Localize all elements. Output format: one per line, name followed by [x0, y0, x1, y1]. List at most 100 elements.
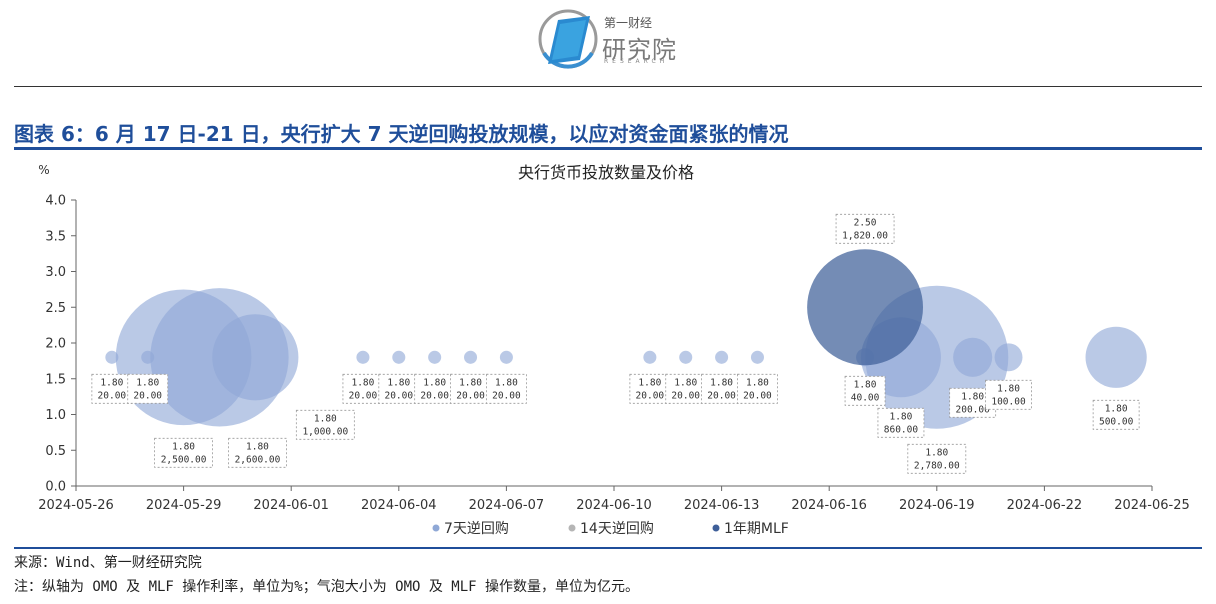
data-label-amount: 20.00 [384, 390, 413, 401]
data-label: 1.80 1,000.00 [295, 409, 355, 440]
data-label-amount: 20.00 [743, 390, 772, 401]
x-tick-label: 2024-06-19 [899, 498, 975, 513]
bubble-point [994, 343, 1023, 372]
x-tick-label: 2024-06-22 [1007, 498, 1083, 513]
bubble-point [750, 350, 764, 364]
x-tick-label: 2024-06-07 [469, 498, 545, 513]
data-label: 1.80 2,500.00 [154, 437, 214, 468]
data-label: 1.80 20.00 [342, 373, 384, 404]
data-label-box [450, 373, 491, 404]
y-tick-label: 2.0 [45, 337, 66, 352]
data-label: 1.80 860.00 [877, 407, 925, 438]
data-label-rate: 1.80 [459, 377, 482, 388]
legend-label: 7天逆回购 [444, 521, 509, 537]
y-tick-label: 4.0 [45, 194, 66, 209]
data-label: 1.80 20.00 [701, 373, 742, 404]
data-label-amount: 2,600.00 [235, 454, 281, 465]
research-institute-logo [538, 8, 688, 70]
data-label-amount: 20.00 [671, 390, 700, 401]
data-label-box [844, 375, 886, 406]
figure-title: 图表 6：6 月 17 日-21 日，央行扩大 7 天逆回购投放规模，以应对资金… [14, 122, 789, 146]
data-label: 1.80 2,780.00 [907, 443, 967, 474]
legend-marker [432, 524, 440, 532]
data-label-amount: 100.00 [991, 396, 1026, 407]
footnote: 注：纵轴为 OMO 及 MLF 操作利率，单位为%；气泡大小为 OMO 及 ML… [14, 579, 640, 595]
data-label-rate: 1.80 [246, 441, 269, 452]
data-label-rate: 1.80 [854, 379, 877, 390]
bubble-point [464, 350, 478, 364]
y-axis-unit: % [38, 163, 49, 177]
data-label-rate: 1.80 [136, 377, 159, 388]
data-label: 1.80 20.00 [127, 373, 169, 404]
data-label-rate: 1.80 [423, 377, 446, 388]
data-label: 1.80 100.00 [985, 379, 1032, 410]
data-label: 2.50 1,820.00 [835, 213, 895, 244]
data-label-rate: 1.80 [314, 413, 337, 424]
x-tick-label: 2024-06-10 [576, 498, 652, 513]
data-label-rate: 1.80 [351, 377, 374, 388]
title-divider [14, 147, 1202, 150]
data-label-amount: 20.00 [707, 390, 736, 401]
data-label-box [835, 213, 895, 244]
x-tick-label: 2024-05-26 [38, 498, 114, 513]
data-label-box [91, 373, 133, 404]
data-label-box [907, 443, 967, 474]
report-header: 第一财经 研究院 RESEARCH [0, 0, 1216, 90]
data-label-amount: 1,820.00 [842, 230, 888, 241]
y-tick-label: 0.5 [45, 444, 66, 459]
data-label-rate: 1.80 [925, 447, 948, 458]
logo-sub-text: RESEARCH [604, 58, 669, 65]
data-label-box [877, 407, 925, 438]
x-tick-label: 2024-06-13 [684, 498, 760, 513]
y-tick-label: 2.5 [45, 301, 66, 316]
bubble-point [953, 337, 993, 377]
data-label-rate: 1.80 [387, 377, 410, 388]
data-label-amount: 20.00 [420, 390, 449, 401]
x-tick-label: 2024-06-04 [361, 498, 437, 513]
logo-small-text: 第一财经 [604, 16, 653, 30]
data-label-rate: 1.80 [746, 377, 769, 388]
chart-title: 央行货币投放数量及价格 [518, 163, 694, 182]
bubble-point [1085, 326, 1147, 388]
bubble-chart: 央行货币投放数量及价格% 0.0 0.5 1.0 1.5 2.0 2.5 3.0 3.5 4.0 2… [38, 163, 1190, 537]
y-tick-label: 3.5 [45, 229, 66, 244]
data-label-box [985, 379, 1032, 410]
header-divider [14, 86, 1202, 87]
data-label-box [414, 373, 456, 404]
data-label-rate: 1.80 [997, 383, 1020, 394]
x-tick-label: 2024-06-25 [1114, 498, 1190, 513]
data-label: 1.80 500.00 [1092, 399, 1140, 430]
data-label-rate: 2.50 [854, 217, 877, 228]
data-label-amount: 20.00 [456, 390, 485, 401]
data-label-rate: 1.80 [1105, 403, 1128, 414]
data-label-amount: 200.00 [956, 404, 991, 415]
data-label-rate: 1.80 [710, 377, 733, 388]
logo-mark-icon [538, 9, 598, 69]
data-label-box [342, 373, 384, 404]
legend-label: 1年期MLF [724, 521, 789, 537]
data-label-rate: 1.80 [172, 441, 195, 452]
data-label-box [295, 409, 355, 440]
data-label-rate: 1.80 [889, 411, 912, 422]
bubble-point [428, 350, 442, 364]
data-label-box [378, 373, 420, 404]
data-label: 1.80 40.00 [844, 375, 886, 406]
data-label-amount: 2,780.00 [914, 460, 960, 471]
data-label: 1.80 20.00 [665, 373, 707, 404]
data-label-box [154, 437, 214, 468]
y-tick-label: 1.5 [45, 372, 66, 387]
bubble-point [356, 350, 370, 364]
data-label-amount: 20.00 [636, 390, 665, 401]
data-label: 1.80 20.00 [485, 373, 527, 404]
legend-label: 14天逆回购 [580, 521, 654, 537]
x-tick-label: 2024-06-01 [253, 498, 329, 513]
data-label-amount: 40.00 [851, 392, 880, 403]
bubble-point [807, 249, 924, 366]
bubble-point [105, 350, 119, 364]
bubble-point [499, 350, 513, 364]
bubble-point [212, 314, 299, 401]
data-label-box [127, 373, 169, 404]
legend-marker [568, 524, 576, 532]
bubble-point [643, 350, 657, 364]
data-label-amount: 20.00 [98, 390, 127, 401]
